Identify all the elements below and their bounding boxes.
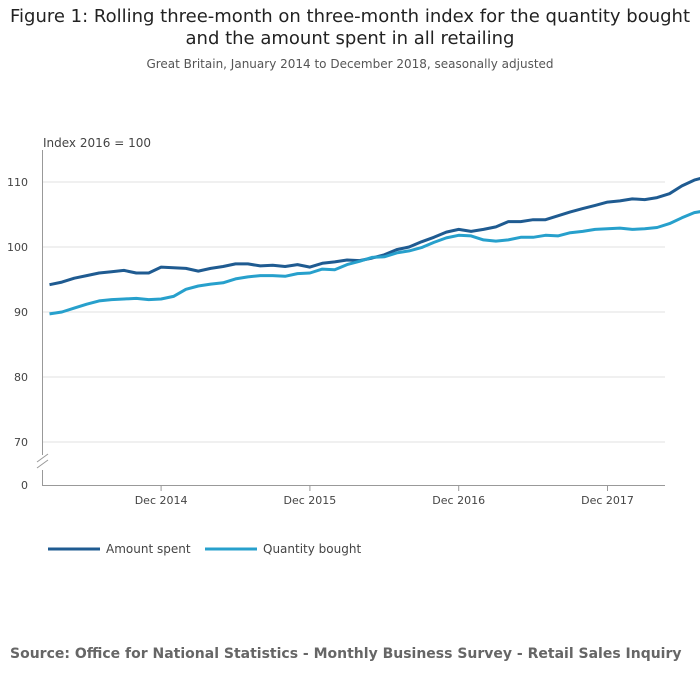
- y-tick-label: 70: [14, 436, 28, 449]
- y-axis-label: Index 2016 = 100: [43, 136, 151, 150]
- series-line-quantity-bought: [49, 210, 700, 316]
- line-chart: Index 2016 = 100 0 70 80 90 100 110 Dec 2014 Dec…: [7, 136, 700, 556]
- axis-break-icon: [36, 453, 49, 469]
- chart-title: Figure 1: Rolling three-month on three-m…: [9, 6, 691, 49]
- legend-label: Amount spent: [106, 542, 191, 556]
- y-tick-label: 0: [21, 479, 28, 492]
- x-tick-label: Dec 2017: [581, 494, 634, 507]
- y-tick-label: 110: [7, 176, 28, 189]
- y-tick-label: 80: [14, 371, 28, 384]
- x-tick-label: Dec 2015: [284, 494, 337, 507]
- y-tick-label: 100: [7, 241, 28, 254]
- legend-label: Quantity bought: [263, 542, 361, 556]
- x-tick-label: Dec 2014: [135, 494, 188, 507]
- chart-subtitle: Great Britain, January 2014 to December …: [146, 57, 554, 71]
- y-tick-label: 90: [14, 306, 28, 319]
- series-line-amount-spent: [49, 177, 700, 287]
- x-tick-label: Dec 2016: [432, 494, 485, 507]
- source-note: Source: Office for National Statistics -…: [10, 646, 682, 662]
